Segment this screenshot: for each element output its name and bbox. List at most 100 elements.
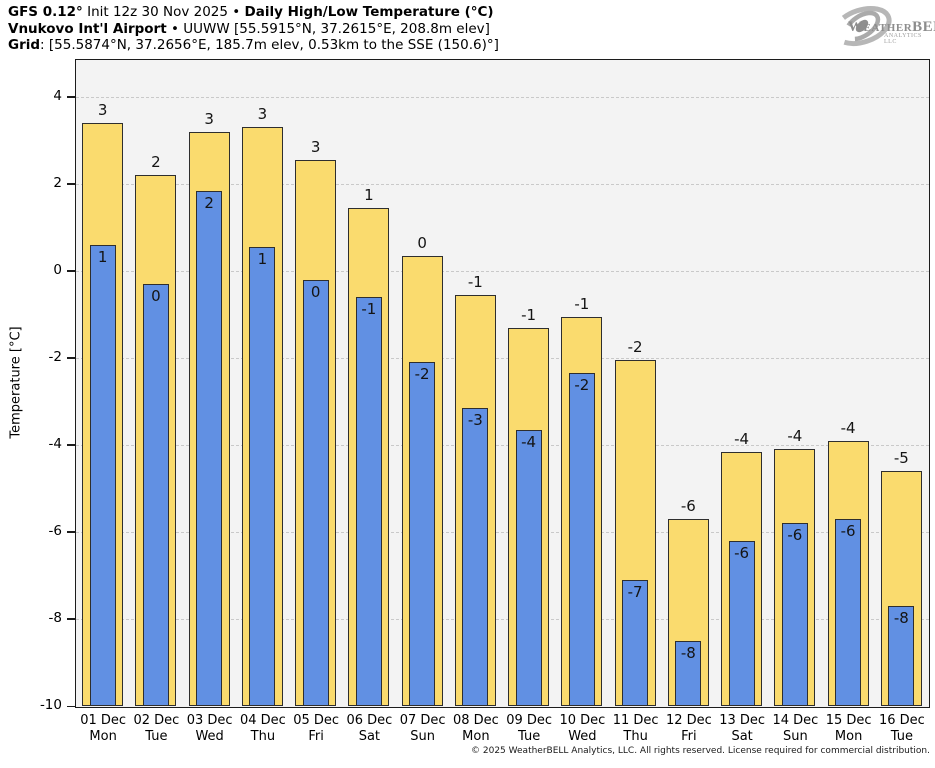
y-tick-label: -8 [48,609,62,626]
weatherbell-logo: WeatherBELL ANALYTICS LLC [822,0,935,54]
high-value-label: -1 [521,305,537,324]
weatherbell-swirl-icon [832,5,892,47]
y-tick-label: -10 [39,697,62,713]
high-value-label: -4 [734,429,750,448]
x-tick-label: 16 Dec Tue [875,713,928,745]
x-tick-date: 14 Dec [772,713,819,728]
header-text: Init 12z 30 Nov 2025 • [82,4,245,20]
y-tick-label: 0 [53,261,62,278]
y-axis-tick [66,618,75,620]
gridline [76,183,929,185]
y-tick-label: -6 [48,522,62,539]
x-tick-weekday: Sun [783,729,808,744]
x-tick-date: 09 Dec [506,713,553,728]
y-tick-label: 4 [53,87,62,104]
plot-area: 4 2 0 -2 -4 -6 -8 -10 3 1 2 0 3 2 3 1 3 0 1 -1 0 -2 -1 -3 -1 -4 -1… [40,59,930,713]
low-value-label: -6 [734,543,750,562]
gridline [76,270,929,272]
x-tick-date: 04 Dec [239,713,286,728]
copyright-notice: © 2025 WeatherBELL Analytics, LLC. All r… [471,746,930,756]
header-text: • UUWW [55.5915°N, 37.2615°E, 208.8m ele… [166,20,490,37]
y-tick-label: -2 [48,348,62,365]
y-axis-tick [66,705,75,707]
gridline [76,96,929,98]
gridline [76,618,929,620]
y-tick-label: -4 [48,435,62,452]
low-bar [781,523,808,706]
low-bar [249,247,276,706]
x-tick-label: 11 Dec Thu [609,713,662,745]
high-value-label: -4 [840,418,856,437]
header-text-bold: Vnukovo Int'l Airport [8,20,167,37]
low-bar [142,284,169,706]
x-tick-date: 10 Dec [559,713,606,728]
x-tick-weekday: Tue [145,729,168,744]
header-text-bold: Daily High/Low Temperature (°C) [244,4,494,20]
x-tick-weekday: Mon [834,729,863,744]
x-tick-label: 10 Dec Wed [556,713,609,745]
low-bar [196,190,223,706]
x-tick-date: 12 Dec [665,713,712,728]
x-tick-date: 01 Dec [80,713,127,728]
header-text: : [55.5874°N, 37.2656°E, 185.7m elev, 0.… [40,37,499,53]
y-axis-tick [66,183,75,185]
x-tick-date: 11 Dec [612,713,659,728]
x-tick-label: 04 Dec Thu [236,713,289,745]
high-value-label: 3 [204,109,214,128]
low-bar [409,362,436,706]
high-value-label: 2 [151,153,161,172]
x-tick-date: 05 Dec [293,713,340,728]
high-value-label: -5 [893,449,909,468]
x-tick-label: 05 Dec Fri [290,713,343,745]
high-value-label: -4 [787,427,803,446]
x-tick-label: 09 Dec Tue [503,713,556,745]
high-value-label: 1 [364,185,374,204]
x-tick-date: 08 Dec [452,713,499,728]
x-tick-weekday: Sun [410,729,435,744]
x-tick-weekday: Mon [89,729,117,744]
low-value-label: 0 [151,287,161,306]
low-bar [89,244,116,706]
x-tick-label: 13 Dec Sat [716,713,769,745]
low-bar [568,373,595,706]
low-value-label: -7 [627,582,643,601]
x-tick-label: 15 Dec Mon [822,713,875,745]
x-tick-date: 03 Dec [186,713,233,728]
low-value-label: -2 [574,376,590,395]
low-value-label: -1 [361,300,377,319]
low-bar [462,408,489,706]
low-value-label: -8 [893,608,909,627]
x-tick-weekday: Thu [623,729,648,744]
low-value-label: -3 [467,411,483,429]
y-tick-label: 2 [53,174,62,191]
low-value-label: -8 [680,643,696,662]
x-tick-label: 08 Dec Mon [449,713,502,745]
x-tick-label: 06 Dec Sat [343,713,396,745]
high-value-label: -1 [574,294,590,313]
header-line-2: Vnukovo Int'l Airport • UUWW [55.5915°N,… [8,21,499,38]
high-value-label: 3 [97,101,108,120]
gridline [76,357,929,359]
x-tick-date: 15 Dec [825,713,872,728]
x-tick-label: 02 Dec Tue [130,713,183,745]
x-tick-weekday: Fri [308,729,324,744]
low-bar [888,605,915,706]
y-axis-tick [66,531,75,533]
x-tick-weekday: Tue [518,729,541,744]
x-tick-weekday: Mon [462,729,490,744]
low-bar [675,640,702,706]
x-tick-date: 06 Dec [346,713,393,728]
x-tick-date: 07 Dec [399,713,446,728]
y-axis-tick [66,444,75,446]
high-value-label: -2 [627,338,643,357]
x-tick-weekday: Wed [568,729,597,744]
header-line-3: Grid: [55.5874°N, 37.2656°E, 185.7m elev… [8,37,499,54]
x-tick-weekday: Wed [195,729,224,744]
header-text-bold: GFS 0.12° [8,4,83,20]
logo-brand-text: WeatherBELL [848,19,935,35]
low-bar [728,540,755,706]
low-value-label: -4 [521,432,537,451]
x-tick-label: 03 Dec Wed [183,713,236,745]
x-tick-date: 02 Dec [133,713,180,728]
